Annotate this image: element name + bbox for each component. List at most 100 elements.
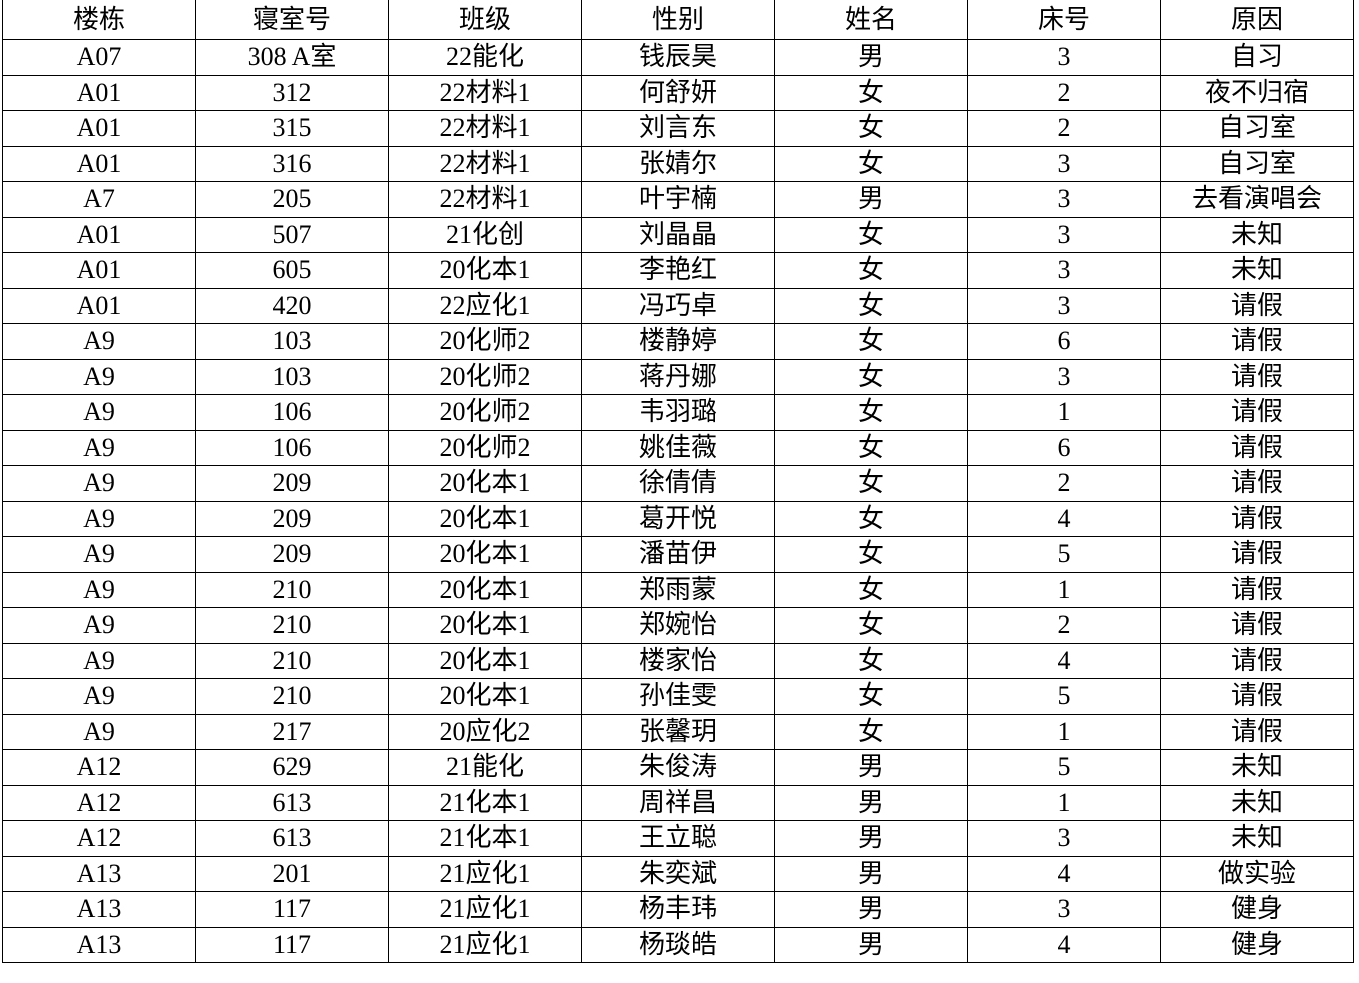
cell-bed[interactable]: 4 — [967, 500, 1161, 537]
cell-name-col[interactable]: 男 — [774, 926, 968, 963]
cell-gender-col[interactable]: 刘晶晶 — [581, 216, 775, 253]
cell-building[interactable]: A9 — [2, 429, 196, 466]
cell-class[interactable]: 21化本1 — [388, 820, 582, 857]
cell-reason[interactable]: 请假 — [1160, 713, 1354, 750]
cell-bed[interactable]: 1 — [967, 713, 1161, 750]
cell-gender-col[interactable]: 王立聪 — [581, 820, 775, 857]
cell-class[interactable]: 20化本1 — [388, 642, 582, 679]
header-building[interactable]: 楼栋 — [2, 0, 196, 40]
cell-bed[interactable]: 5 — [967, 536, 1161, 573]
cell-building[interactable]: A9 — [2, 323, 196, 360]
cell-name-col[interactable]: 女 — [774, 287, 968, 324]
cell-building[interactable]: A9 — [2, 678, 196, 715]
cell-bed[interactable]: 3 — [967, 216, 1161, 253]
cell-name-col[interactable]: 女 — [774, 358, 968, 395]
cell-name-col[interactable]: 女 — [774, 323, 968, 360]
cell-name-col[interactable]: 女 — [774, 145, 968, 182]
cell-gender-col[interactable]: 钱辰昊 — [581, 39, 775, 76]
cell-building[interactable]: A9 — [2, 536, 196, 573]
cell-class[interactable]: 22材料1 — [388, 110, 582, 147]
cell-class[interactable]: 20化师2 — [388, 429, 582, 466]
cell-name-col[interactable]: 女 — [774, 429, 968, 466]
cell-room[interactable]: 201 — [195, 855, 389, 892]
cell-class[interactable]: 21能化 — [388, 749, 582, 786]
cell-room[interactable]: 117 — [195, 926, 389, 963]
cell-gender-col[interactable]: 朱俊涛 — [581, 749, 775, 786]
cell-reason[interactable]: 健身 — [1160, 926, 1354, 963]
cell-bed[interactable]: 4 — [967, 926, 1161, 963]
cell-reason[interactable]: 请假 — [1160, 607, 1354, 644]
cell-building[interactable]: A01 — [2, 74, 196, 111]
header-reason[interactable]: 原因 — [1160, 0, 1354, 40]
cell-room[interactable]: 210 — [195, 571, 389, 608]
cell-bed[interactable]: 2 — [967, 607, 1161, 644]
cell-bed[interactable]: 3 — [967, 287, 1161, 324]
cell-building[interactable]: A12 — [2, 784, 196, 821]
cell-room[interactable]: 106 — [195, 394, 389, 431]
cell-building[interactable]: A01 — [2, 216, 196, 253]
cell-room[interactable]: 308 A室 — [195, 39, 389, 76]
cell-name-col[interactable]: 女 — [774, 642, 968, 679]
cell-room[interactable]: 613 — [195, 820, 389, 857]
cell-class[interactable]: 20化本1 — [388, 571, 582, 608]
cell-gender-col[interactable]: 何舒妍 — [581, 74, 775, 111]
cell-bed[interactable]: 3 — [967, 358, 1161, 395]
cell-bed[interactable]: 3 — [967, 181, 1161, 218]
cell-reason[interactable]: 未知 — [1160, 216, 1354, 253]
cell-reason[interactable]: 去看演唱会 — [1160, 181, 1354, 218]
cell-room[interactable]: 315 — [195, 110, 389, 147]
cell-bed[interactable]: 6 — [967, 429, 1161, 466]
cell-building[interactable]: A12 — [2, 820, 196, 857]
cell-name-col[interactable]: 女 — [774, 252, 968, 289]
cell-bed[interactable]: 1 — [967, 571, 1161, 608]
cell-class[interactable]: 22应化1 — [388, 287, 582, 324]
cell-room[interactable]: 613 — [195, 784, 389, 821]
cell-room[interactable]: 605 — [195, 252, 389, 289]
cell-room[interactable]: 217 — [195, 713, 389, 750]
cell-building[interactable]: A9 — [2, 607, 196, 644]
cell-class[interactable]: 21化本1 — [388, 784, 582, 821]
cell-class[interactable]: 22能化 — [388, 39, 582, 76]
cell-reason[interactable]: 自习 — [1160, 39, 1354, 76]
cell-bed[interactable]: 4 — [967, 642, 1161, 679]
cell-class[interactable]: 21应化1 — [388, 891, 582, 928]
cell-building[interactable]: A01 — [2, 252, 196, 289]
cell-bed[interactable]: 3 — [967, 252, 1161, 289]
cell-name-col[interactable]: 女 — [774, 607, 968, 644]
cell-reason[interactable]: 请假 — [1160, 358, 1354, 395]
cell-class[interactable]: 20化本1 — [388, 500, 582, 537]
cell-name-col[interactable]: 女 — [774, 74, 968, 111]
cell-bed[interactable]: 3 — [967, 145, 1161, 182]
cell-name-col[interactable]: 女 — [774, 536, 968, 573]
cell-room[interactable]: 103 — [195, 358, 389, 395]
cell-name-col[interactable]: 女 — [774, 110, 968, 147]
cell-class[interactable]: 21应化1 — [388, 855, 582, 892]
cell-room[interactable]: 209 — [195, 500, 389, 537]
cell-gender-col[interactable]: 周祥昌 — [581, 784, 775, 821]
cell-gender-col[interactable]: 蒋丹娜 — [581, 358, 775, 395]
cell-bed[interactable]: 2 — [967, 110, 1161, 147]
cell-class[interactable]: 20应化2 — [388, 713, 582, 750]
cell-reason[interactable]: 请假 — [1160, 465, 1354, 502]
cell-gender-col[interactable]: 刘言东 — [581, 110, 775, 147]
cell-building[interactable]: A9 — [2, 571, 196, 608]
cell-room[interactable]: 210 — [195, 642, 389, 679]
cell-class[interactable]: 20化本1 — [388, 252, 582, 289]
cell-room[interactable]: 210 — [195, 607, 389, 644]
cell-bed[interactable]: 3 — [967, 820, 1161, 857]
cell-reason[interactable]: 请假 — [1160, 429, 1354, 466]
cell-name-col[interactable]: 女 — [774, 216, 968, 253]
cell-reason[interactable]: 未知 — [1160, 252, 1354, 289]
cell-name-col[interactable]: 女 — [774, 713, 968, 750]
header-gender-col[interactable]: 性别 — [581, 0, 775, 40]
cell-gender-col[interactable]: 孙佳雯 — [581, 678, 775, 715]
cell-room[interactable]: 209 — [195, 536, 389, 573]
cell-class[interactable]: 21应化1 — [388, 926, 582, 963]
cell-building[interactable]: A01 — [2, 110, 196, 147]
cell-class[interactable]: 20化本1 — [388, 536, 582, 573]
cell-name-col[interactable]: 男 — [774, 820, 968, 857]
cell-room[interactable]: 209 — [195, 465, 389, 502]
cell-bed[interactable]: 6 — [967, 323, 1161, 360]
cell-gender-col[interactable]: 潘苗伊 — [581, 536, 775, 573]
cell-reason[interactable]: 未知 — [1160, 749, 1354, 786]
